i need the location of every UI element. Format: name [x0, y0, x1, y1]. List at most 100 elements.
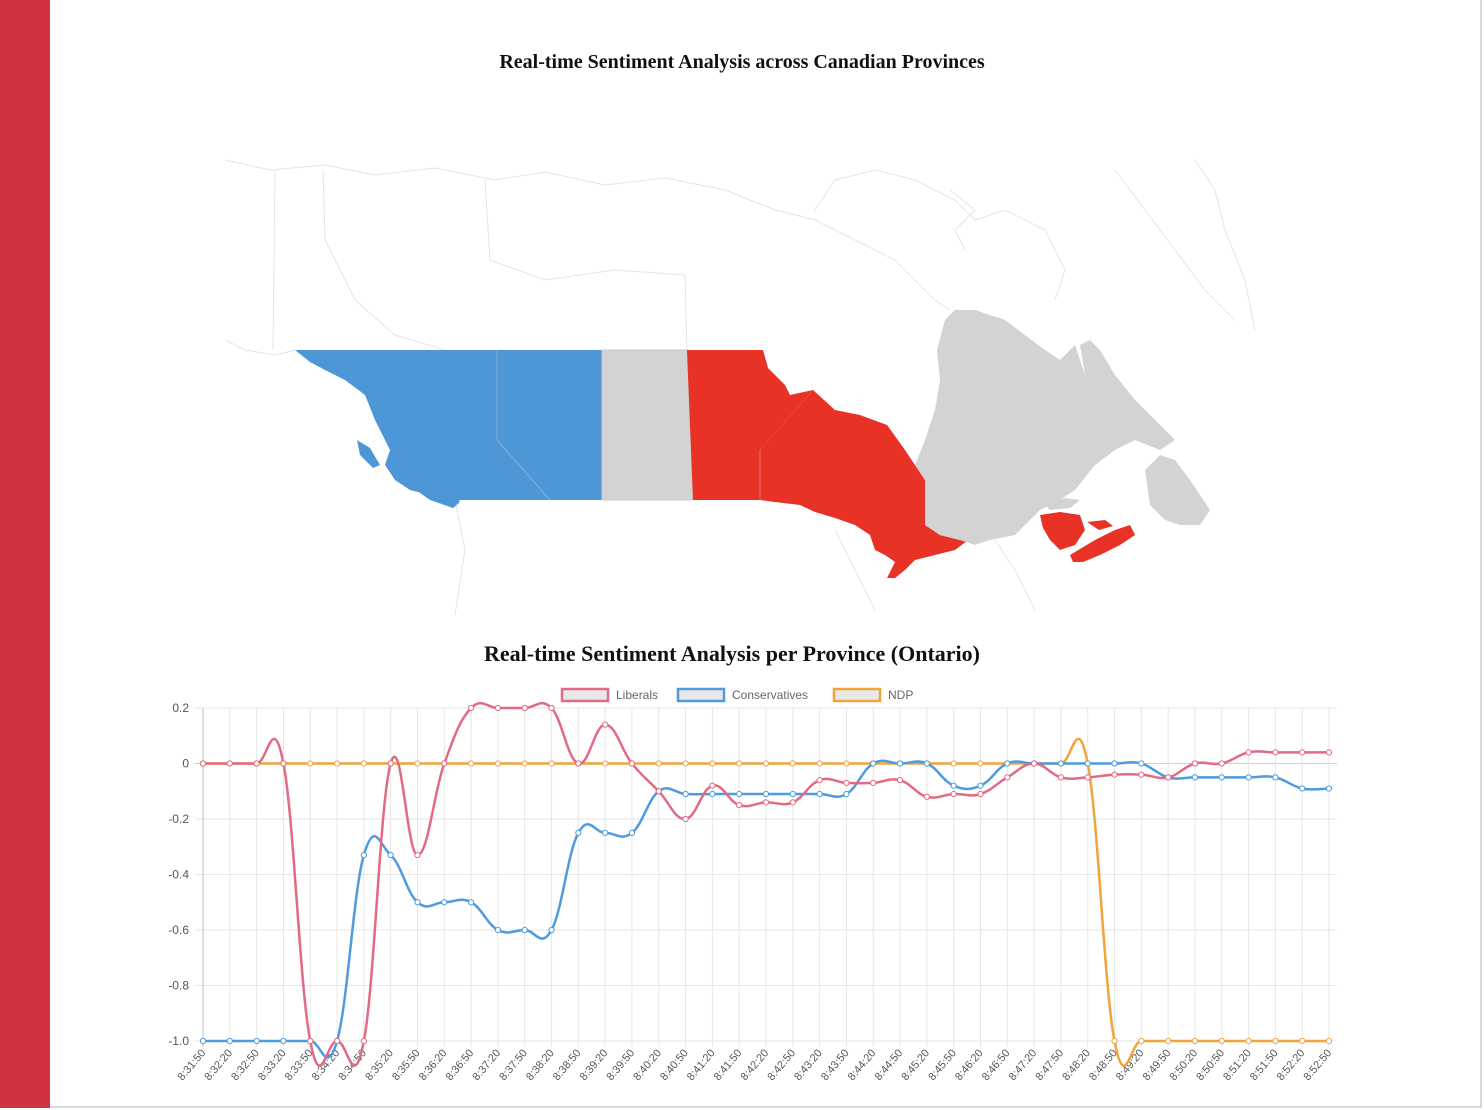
province-quebec[interactable]	[915, 310, 1135, 545]
data-point-conservatives[interactable]	[628, 829, 636, 836]
data-point-liberals[interactable]	[1191, 760, 1199, 767]
data-point-conservatives[interactable]	[977, 782, 984, 789]
data-point-conservatives[interactable]	[950, 782, 957, 789]
data-point-liberals[interactable]	[467, 704, 475, 712]
data-point-conservatives[interactable]	[494, 926, 502, 934]
legend-item-conservatives[interactable]: Conservatives	[676, 687, 808, 703]
data-point-ndp[interactable]	[1165, 1037, 1172, 1045]
data-point-ndp[interactable]	[333, 760, 341, 767]
data-point-conservatives[interactable]	[1272, 774, 1279, 781]
data-point-ndp[interactable]	[1111, 1037, 1118, 1045]
data-point-conservatives[interactable]	[360, 851, 367, 859]
data-point-conservatives[interactable]	[1245, 774, 1252, 781]
data-point-ndp[interactable]	[467, 760, 475, 767]
data-point-conservatives[interactable]	[280, 1037, 287, 1045]
data-point-liberals[interactable]	[575, 760, 582, 767]
data-point-liberals[interactable]	[1218, 760, 1225, 767]
data-point-liberals[interactable]	[360, 1037, 367, 1045]
province-newfoundland-island[interactable]	[1145, 455, 1210, 525]
province-newfoundland-labrador[interactable]	[1080, 340, 1175, 450]
data-point-liberals[interactable]	[682, 815, 689, 823]
data-point-ndp[interactable]	[1325, 1037, 1333, 1045]
data-point-conservatives[interactable]	[1299, 785, 1306, 792]
data-point-ndp[interactable]	[1272, 1037, 1279, 1045]
province-alberta[interactable]	[497, 350, 602, 500]
data-point-ndp[interactable]	[977, 760, 984, 767]
gulf-island[interactable]	[1045, 498, 1080, 510]
data-point-conservatives[interactable]	[226, 1037, 233, 1045]
data-point-ndp[interactable]	[494, 760, 502, 767]
data-point-liberals[interactable]	[977, 790, 984, 798]
data-point-ndp[interactable]	[360, 760, 367, 767]
data-point-conservatives[interactable]	[1218, 774, 1225, 781]
province-prince-edward-island[interactable]	[1087, 520, 1113, 530]
data-point-liberals[interactable]	[548, 704, 555, 712]
data-point-ndp[interactable]	[843, 760, 850, 767]
province-manitoba[interactable]	[687, 350, 813, 500]
data-point-conservatives[interactable]	[602, 829, 609, 836]
data-point-liberals[interactable]	[280, 760, 287, 767]
data-point-liberals[interactable]	[923, 793, 930, 800]
province-british-columbia-island[interactable]	[410, 475, 460, 508]
data-point-liberals[interactable]	[1325, 749, 1333, 756]
data-point-ndp[interactable]	[521, 760, 528, 767]
province-british-columbia[interactable]	[295, 350, 550, 505]
data-point-liberals[interactable]	[199, 760, 207, 767]
province-new-brunswick[interactable]	[1040, 512, 1085, 550]
data-point-ndp[interactable]	[1245, 1037, 1252, 1045]
data-point-ndp[interactable]	[655, 760, 662, 767]
data-point-liberals[interactable]	[870, 779, 877, 787]
data-point-liberals[interactable]	[1004, 774, 1011, 781]
legend-item-ndp[interactable]: NDP	[832, 687, 913, 703]
data-point-conservatives[interactable]	[1004, 760, 1011, 767]
data-point-conservatives[interactable]	[1191, 774, 1199, 781]
data-point-liberals[interactable]	[602, 721, 609, 728]
data-point-conservatives[interactable]	[1111, 760, 1118, 767]
data-point-conservatives[interactable]	[682, 790, 689, 798]
data-point-conservatives[interactable]	[816, 790, 823, 798]
data-point-ndp[interactable]	[709, 760, 716, 767]
data-point-conservatives[interactable]	[870, 760, 877, 767]
data-point-liberals[interactable]	[1057, 774, 1065, 781]
data-point-liberals[interactable]	[1299, 749, 1306, 756]
data-point-liberals[interactable]	[950, 790, 957, 798]
data-point-conservatives[interactable]	[467, 899, 475, 906]
data-point-ndp[interactable]	[1218, 1037, 1225, 1045]
data-point-ndp[interactable]	[602, 760, 609, 767]
data-point-liberals[interactable]	[843, 779, 850, 787]
data-point-liberals[interactable]	[628, 760, 636, 767]
data-point-ndp[interactable]	[307, 760, 314, 767]
data-point-liberals[interactable]	[414, 851, 421, 859]
data-point-liberals[interactable]	[789, 799, 796, 806]
data-point-conservatives[interactable]	[736, 790, 743, 798]
data-point-conservatives[interactable]	[762, 790, 770, 798]
data-point-ndp[interactable]	[950, 760, 957, 767]
data-point-conservatives[interactable]	[414, 899, 421, 906]
data-point-liberals[interactable]	[521, 704, 528, 712]
data-point-liberals[interactable]	[494, 704, 502, 712]
data-point-ndp[interactable]	[1138, 1037, 1145, 1045]
data-point-ndp[interactable]	[1191, 1037, 1199, 1045]
data-point-liberals[interactable]	[1138, 771, 1145, 778]
data-point-liberals[interactable]	[762, 799, 770, 806]
data-point-conservatives[interactable]	[387, 851, 394, 859]
data-point-ndp[interactable]	[736, 760, 743, 767]
data-point-conservatives[interactable]	[896, 760, 904, 767]
data-point-ndp[interactable]	[816, 760, 823, 767]
data-point-conservatives[interactable]	[521, 926, 528, 934]
province-british-columbia-haida[interactable]	[357, 440, 380, 468]
data-point-ndp[interactable]	[762, 760, 770, 767]
data-point-conservatives[interactable]	[789, 790, 796, 798]
data-point-ndp[interactable]	[789, 760, 796, 767]
data-point-ndp[interactable]	[1299, 1037, 1306, 1045]
data-point-conservatives[interactable]	[548, 926, 555, 934]
data-point-conservatives[interactable]	[923, 760, 930, 767]
data-point-conservatives[interactable]	[843, 790, 850, 798]
province-ontario[interactable]	[760, 390, 975, 578]
data-point-liberals[interactable]	[226, 760, 233, 767]
data-point-liberals[interactable]	[253, 760, 260, 767]
data-point-liberals[interactable]	[655, 788, 662, 795]
data-point-conservatives[interactable]	[441, 899, 448, 906]
data-point-conservatives[interactable]	[709, 790, 716, 798]
data-point-conservatives[interactable]	[1084, 760, 1091, 767]
